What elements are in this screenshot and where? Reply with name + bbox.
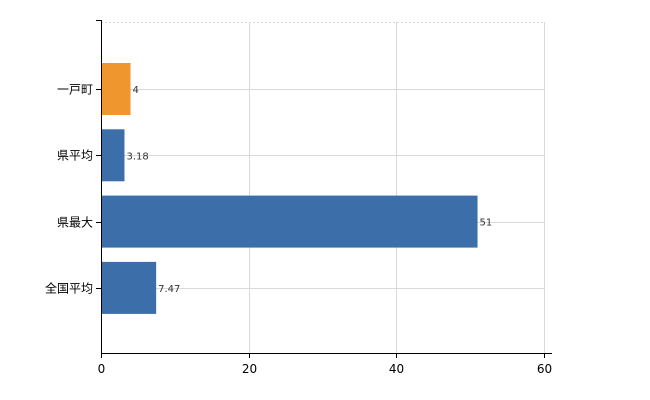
grid-layer: [101, 22, 545, 353]
bar: [101, 261, 157, 314]
bars-layer: [101, 63, 478, 314]
x-tick-label: 0: [98, 362, 106, 376]
y-tick-label: 県平均: [57, 149, 93, 163]
y-tick-label: 県最大: [57, 216, 93, 230]
data-label: 51: [480, 218, 493, 229]
bar: [101, 63, 131, 115]
data-label: 3.18: [126, 151, 148, 162]
y-tick-label: 一戸町: [57, 83, 93, 97]
x-tick-label: 40: [389, 362, 404, 376]
data-label: 7.47: [158, 284, 180, 295]
bar: [101, 129, 125, 182]
data-label: 4: [133, 85, 139, 96]
y-tick-label: 全国平均: [45, 281, 93, 296]
axes-layer: [96, 20, 552, 358]
x-tick-label: 20: [242, 362, 257, 376]
bar: [101, 195, 478, 248]
x-tick-label: 60: [537, 362, 552, 376]
